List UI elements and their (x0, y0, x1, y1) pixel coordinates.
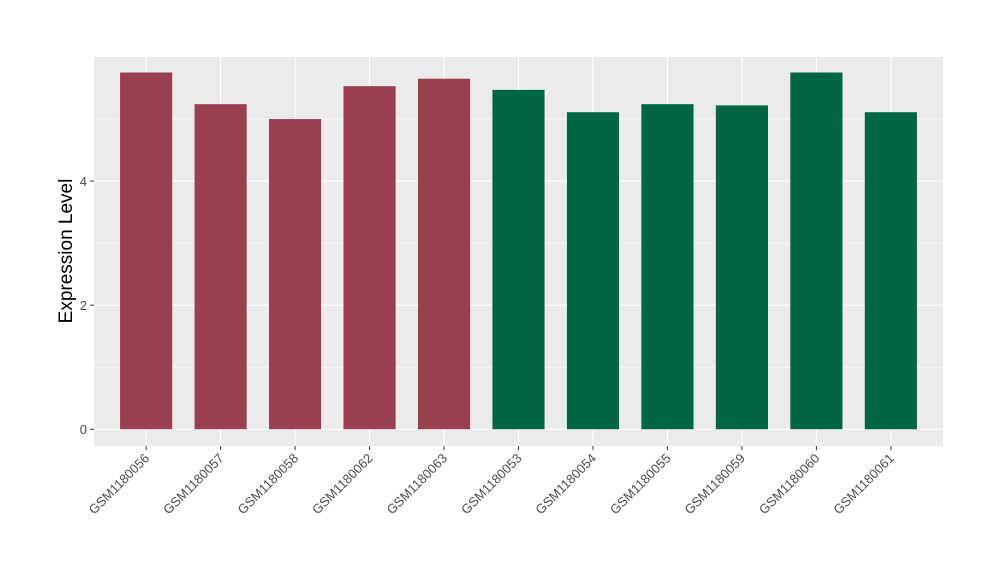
y-tick-label: 4 (80, 174, 87, 189)
x-tick-label: GSM1180060 (756, 451, 823, 518)
bar-gsm1180054 (566, 112, 620, 430)
y-axis-title: Expression Level (56, 179, 77, 324)
bar-gsm1180059 (715, 105, 768, 430)
y-axis-ticks: 0 2 4 (80, 174, 94, 437)
bar-gsm1180053 (492, 89, 545, 430)
bar-gsm1180060 (790, 72, 843, 430)
x-tick-label: GSM1180056 (86, 451, 153, 518)
x-tick-label: GSM1180062 (309, 451, 376, 518)
x-tick-label: GSM1180055 (607, 451, 674, 518)
x-tick-label: GSM1180054 (532, 451, 599, 518)
y-tick-label: 0 (80, 422, 87, 437)
x-tick-label: GSM1180061 (830, 451, 897, 518)
x-axis-ticks: GSM1180056 GSM1180057 GSM1180058 GSM1180062… (86, 446, 897, 517)
y-tick-label: 2 (80, 298, 87, 313)
bar-gsm1180056 (120, 72, 173, 430)
bar-gsm1180055 (641, 104, 694, 430)
x-tick-label: GSM1180063 (383, 451, 450, 518)
x-tick-label: GSM1180058 (235, 451, 302, 518)
bar-gsm1180061 (864, 112, 917, 430)
x-tick-label: GSM1180057 (160, 451, 227, 518)
bar-gsm1180058 (269, 119, 322, 430)
bars (120, 72, 917, 430)
bar-gsm1180063 (417, 78, 471, 430)
bar-gsm1180057 (194, 104, 247, 430)
x-tick-label: GSM1180059 (681, 451, 748, 518)
bar-gsm1180062 (343, 86, 396, 430)
x-tick-label: GSM1180053 (458, 451, 525, 518)
